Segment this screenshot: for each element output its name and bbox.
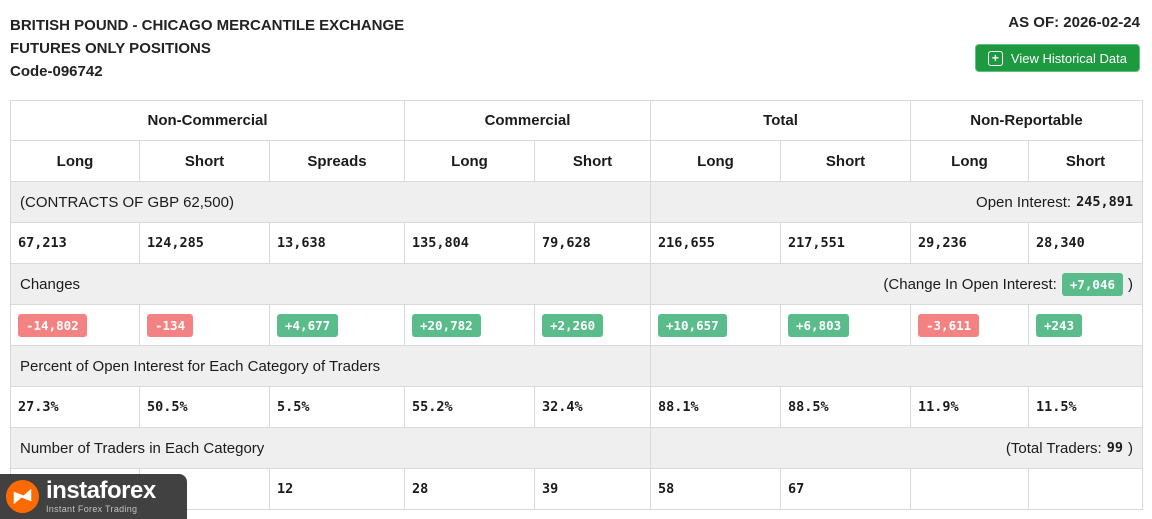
change-badge: +243 bbox=[1036, 313, 1083, 337]
view-historical-data-button[interactable]: + View Historical Data bbox=[974, 44, 1140, 72]
percent-t-short: 88.5% bbox=[780, 386, 911, 428]
col-header-t-long: Long bbox=[650, 140, 781, 182]
percent-nc-long: 27.3% bbox=[10, 386, 140, 428]
calendar-plus-icon: + bbox=[987, 50, 1003, 66]
change-badge: +4,677 bbox=[277, 313, 339, 337]
group-header-non-commercial: Non-Commercial bbox=[10, 100, 405, 141]
traders-t-long: 58 bbox=[650, 468, 781, 510]
changes-nc-short: -134 bbox=[139, 304, 270, 346]
changes-row: -14,802 -134 +4,677 +20,782 +2,260 +10,6… bbox=[10, 304, 1143, 346]
changes-c-long: +20,782 bbox=[404, 304, 535, 346]
change-oi-suffix: ) bbox=[1128, 275, 1133, 293]
traders-nr-short bbox=[1028, 468, 1143, 510]
positions-t-short: 217,551 bbox=[780, 222, 911, 264]
open-interest-value: 245,891 bbox=[1076, 194, 1133, 210]
traders-c-long: 28 bbox=[404, 468, 535, 510]
percent-nc-spreads: 5.5% bbox=[269, 386, 405, 428]
change-badge: +10,657 bbox=[658, 313, 727, 337]
changes-t-short: +6,803 bbox=[780, 304, 911, 346]
instaforex-watermark: instaforex Instant Forex Trading bbox=[0, 474, 187, 519]
traders-label: Number of Traders in Each Category bbox=[10, 427, 651, 469]
changes-label-row: Changes (Change In Open Interest: +7,046… bbox=[10, 263, 1143, 305]
percent-label: Percent of Open Interest for Each Catego… bbox=[10, 345, 651, 387]
col-header-nr-short: Short bbox=[1028, 140, 1143, 182]
positions-nc-spreads: 13,638 bbox=[269, 222, 405, 264]
changes-t-long: +10,657 bbox=[650, 304, 781, 346]
changes-c-short: +2,260 bbox=[534, 304, 651, 346]
change-badge: +6,803 bbox=[788, 313, 850, 337]
col-header-nr-long: Long bbox=[910, 140, 1029, 182]
percent-label-row: Percent of Open Interest for Each Catego… bbox=[10, 345, 1143, 387]
changes-nr-short: +243 bbox=[1028, 304, 1143, 346]
traders-nc-spreads: 12 bbox=[269, 468, 405, 510]
changes-nc-long: -14,802 bbox=[10, 304, 140, 346]
change-badge: -14,802 bbox=[18, 313, 87, 337]
changes-nr-long: -3,611 bbox=[910, 304, 1029, 346]
instaforex-brand: instaforex bbox=[46, 477, 156, 504]
positions-c-short: 79,628 bbox=[534, 222, 651, 264]
change-oi-prefix: (Change In Open Interest: bbox=[883, 275, 1057, 293]
percent-nc-short: 50.5% bbox=[139, 386, 270, 428]
contracts-row: (CONTRACTS OF GBP 62,500) Open Interest:… bbox=[10, 181, 1143, 223]
contracts-label: (CONTRACTS OF GBP 62,500) bbox=[10, 181, 651, 223]
col-header-c-short: Short bbox=[534, 140, 651, 182]
open-interest-cell: Open Interest: 245,891 bbox=[650, 181, 1143, 223]
percent-t-long: 88.1% bbox=[650, 386, 781, 428]
group-header-row: Non-Commercial Commercial Total Non-Repo… bbox=[10, 100, 1143, 141]
positions-c-long: 135,804 bbox=[404, 222, 535, 264]
change-oi-badge: +7,046 bbox=[1061, 272, 1123, 296]
instaforex-logo-text: instaforex Instant Forex Trading bbox=[46, 479, 156, 514]
col-header-nc-short: Short bbox=[139, 140, 270, 182]
change-oi-cell: (Change In Open Interest: +7,046 ) bbox=[650, 263, 1143, 305]
percent-c-short: 32.4% bbox=[534, 386, 651, 428]
percent-nr-short: 11.5% bbox=[1028, 386, 1143, 428]
report-header-right: AS OF: 2026-02-24 + View Historical Data bbox=[974, 14, 1140, 72]
report-title: BRITISH POUND - CHICAGO MERCANTILE EXCHA… bbox=[10, 17, 405, 34]
col-header-c-long: Long bbox=[404, 140, 535, 182]
group-header-total: Total bbox=[650, 100, 911, 141]
total-traders-prefix: (Total Traders: bbox=[1005, 439, 1102, 457]
positions-nr-long: 29,236 bbox=[910, 222, 1029, 264]
report-header: BRITISH POUND - CHICAGO MERCANTILE EXCHA… bbox=[0, 0, 1152, 83]
percent-label-spacer bbox=[650, 345, 1143, 387]
total-traders-cell: (Total Traders: 99) bbox=[650, 427, 1143, 469]
changes-nc-spreads: +4,677 bbox=[269, 304, 405, 346]
positions-row: 67,213 124,285 13,638 135,804 79,628 216… bbox=[10, 222, 1143, 264]
positions-nr-short: 28,340 bbox=[1028, 222, 1143, 264]
percent-nr-long: 11.9% bbox=[910, 386, 1029, 428]
positions-t-long: 216,655 bbox=[650, 222, 781, 264]
positions-nc-long: 67,213 bbox=[10, 222, 140, 264]
col-header-nc-spreads: Spreads bbox=[269, 140, 405, 182]
as-of-date: AS OF: 2026-02-24 bbox=[1008, 14, 1140, 31]
col-header-nc-long: Long bbox=[10, 140, 140, 182]
col-header-t-short: Short bbox=[780, 140, 911, 182]
instaforex-tagline: Instant Forex Trading bbox=[46, 504, 138, 514]
percent-row: 27.3% 50.5% 5.5% 55.2% 32.4% 88.1% 88.5%… bbox=[10, 386, 1143, 428]
open-interest-label: Open Interest: bbox=[976, 193, 1072, 211]
group-header-non-reportable: Non-Reportable bbox=[910, 100, 1143, 141]
report-header-left: BRITISH POUND - CHICAGO MERCANTILE EXCHA… bbox=[10, 14, 404, 83]
total-traders-value: 99 bbox=[1106, 440, 1123, 456]
traders-label-row: Number of Traders in Each Category (Tota… bbox=[10, 427, 1143, 469]
positions-nc-short: 124,285 bbox=[139, 222, 270, 264]
report-code: Code-096742 bbox=[10, 63, 103, 80]
cot-table: Non-Commercial Commercial Total Non-Repo… bbox=[10, 100, 1143, 510]
change-badge: -134 bbox=[147, 313, 194, 337]
percent-c-long: 55.2% bbox=[404, 386, 535, 428]
change-badge: -3,611 bbox=[918, 313, 980, 337]
total-traders-suffix: ) bbox=[1128, 439, 1133, 457]
column-header-row: Long Short Spreads Long Short Long Short… bbox=[10, 140, 1143, 182]
view-historical-data-label: View Historical Data bbox=[1010, 50, 1127, 66]
instaforex-logo-icon bbox=[5, 479, 40, 514]
change-badge: +20,782 bbox=[412, 313, 481, 337]
traders-t-short: 67 bbox=[780, 468, 911, 510]
traders-nr-long bbox=[910, 468, 1029, 510]
changes-label: Changes bbox=[10, 263, 651, 305]
traders-c-short: 39 bbox=[534, 468, 651, 510]
group-header-commercial: Commercial bbox=[404, 100, 651, 141]
report-subtitle: FUTURES ONLY POSITIONS bbox=[10, 40, 211, 57]
change-badge: +2,260 bbox=[542, 313, 604, 337]
